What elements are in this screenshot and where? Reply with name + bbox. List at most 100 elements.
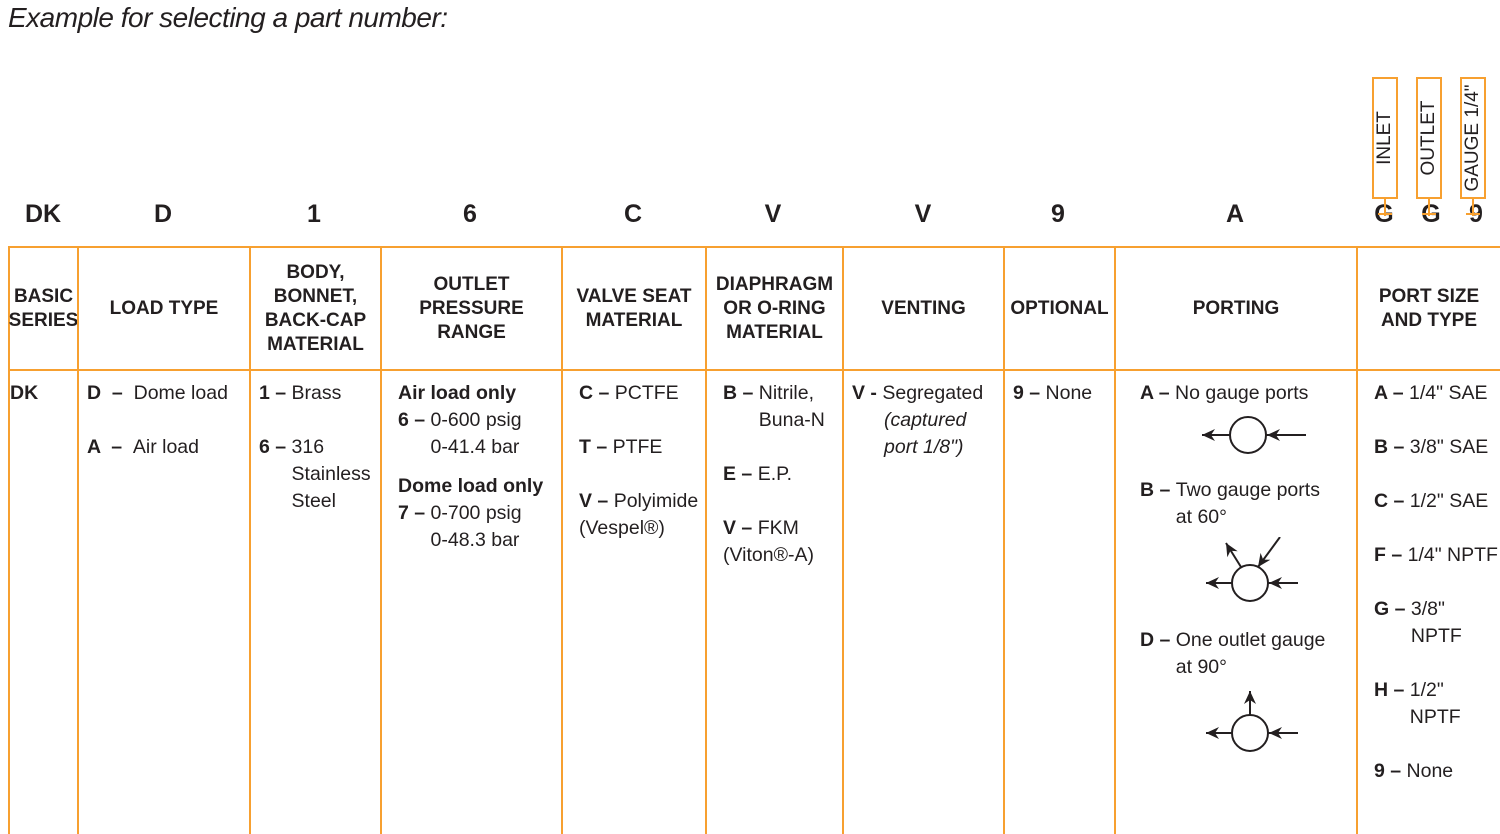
table-column: VALVE SEAT MATERIAL C – PCTFE T – PTFE V – … <box>561 246 705 834</box>
column-header: PORTING <box>1192 297 1280 319</box>
option-entry: D – Dome load <box>87 380 249 407</box>
header-divider <box>8 369 1500 371</box>
option-text: DK <box>10 382 39 404</box>
connector-line <box>1472 199 1474 216</box>
option-note: (captured port 1/8") <box>884 409 967 458</box>
option-entry: B – 3/8" SAE <box>1374 434 1500 461</box>
option-item: F – 1/4" NPTF <box>1374 542 1500 569</box>
option-entry: D – One outlet gauge at 90° <box>1140 627 1356 757</box>
option-code: B – <box>1140 479 1176 501</box>
part-code-letter: 6 <box>463 200 477 228</box>
part-code-letter: D <box>153 200 173 228</box>
option-item: 9 – None <box>1374 758 1500 785</box>
option-entry: 1 – Brass <box>259 380 380 407</box>
option-entry: V - Segregated (captured port 1/8") <box>852 380 1003 461</box>
option-code: T – <box>579 436 613 458</box>
connector-line <box>1384 199 1386 216</box>
column-options: 1 – Brass 6 – 316 Stainless Steel <box>251 380 380 542</box>
option-code: F – <box>1374 544 1408 566</box>
page-title: Example for selecting a part number: <box>8 2 448 33</box>
port-label: GAUGE 1/4" <box>1462 84 1483 192</box>
option-entry: A – Air load <box>87 434 249 461</box>
group-label: Air load only <box>398 382 517 404</box>
option-item: D – One outlet gauge at 90° <box>1140 627 1356 681</box>
column-options: DK <box>10 380 77 434</box>
column-header: BASIC SERIES <box>8 285 79 331</box>
option-code: G – <box>1374 598 1411 620</box>
option-entry: F – 1/4" NPTF <box>1374 542 1500 569</box>
option-entry: 9 – None <box>1013 380 1114 407</box>
option-entry: B – Two gauge ports at 60° <box>1140 477 1356 607</box>
connector-line <box>1428 199 1430 216</box>
table-column: OUTLET PRESSURE RANGE Air load only 6 – 0-… <box>380 246 561 834</box>
column-options: B – Nitrile, Buna-N E – E.P. V – FKM (Viton… <box>707 380 842 596</box>
option-code: E – <box>723 463 758 485</box>
option-text: None <box>1045 382 1093 404</box>
option-entry: 9 – None <box>1374 758 1500 785</box>
option-entry: C – PCTFE <box>579 380 705 407</box>
port-label-box: INLET <box>1372 77 1398 199</box>
option-code: 9 – <box>1013 382 1046 404</box>
option-entry: 6 – 316 Stainless Steel <box>259 434 380 515</box>
option-item: C – 1/2" SAE <box>1374 488 1500 515</box>
port-diagram-two-gauge-60-icon <box>1140 537 1356 607</box>
option-item: 6 – 316 Stainless Steel <box>259 434 380 515</box>
option-text: 3/8" SAE <box>1409 436 1489 458</box>
option-item: DK <box>10 380 77 407</box>
option-code: H – <box>1374 679 1410 701</box>
column-header: VALVE SEAT MATERIAL <box>576 285 692 331</box>
option-item: E – E.P. <box>723 461 842 488</box>
port-diagram-one-gauge-90-icon <box>1140 687 1356 757</box>
option-code: B – <box>1374 436 1410 458</box>
table-column: OPTIONAL 9 – None <box>1003 246 1114 834</box>
option-item: T – PTFE <box>579 434 705 461</box>
option-item: 9 – None <box>1013 380 1114 407</box>
option-text: No gauge ports <box>1175 382 1309 404</box>
option-text: 1/2" NPTF <box>1409 679 1461 728</box>
option-text: FKM <box>757 517 799 539</box>
option-text: Two gauge ports at 60° <box>1175 479 1320 528</box>
option-entry: E – E.P. <box>723 461 842 488</box>
option-text: Air load <box>132 436 199 458</box>
option-item: B – Two gauge ports at 60° <box>1140 477 1356 531</box>
table-column: PORT SIZE AND TYPE A – 1/4" SAE B – 3/8" S… <box>1356 246 1500 834</box>
port-diagram-no-gauge-icon <box>1140 413 1356 457</box>
option-item: A – Air load <box>87 434 249 461</box>
option-extra: (Vespel®) <box>579 517 665 539</box>
option-entry: T – PTFE <box>579 434 705 461</box>
option-text: 316 Stainless Steel <box>291 436 371 512</box>
table-column: PORTING A – No gauge ports B – Two gauge p… <box>1114 246 1356 834</box>
column-options: D – Dome load A – Air load <box>79 380 249 488</box>
option-entry: G – 3/8" NPTF <box>1374 596 1500 650</box>
option-code: 6 – <box>398 409 431 431</box>
connector-line <box>1466 213 1480 215</box>
option-entry: A – 1/4" SAE <box>1374 380 1500 407</box>
option-text: One outlet gauge at 90° <box>1175 629 1326 678</box>
option-text: 1/4" SAE <box>1409 382 1488 404</box>
option-item: 7 – 0-700 psig 0-48.3 bar <box>398 500 561 554</box>
option-text: Segregated <box>882 382 984 404</box>
option-text: None <box>1406 760 1454 782</box>
option-text: 1/2" SAE <box>1409 490 1489 512</box>
option-item: V - Segregated <box>852 380 1003 407</box>
column-header: PORT SIZE AND TYPE <box>1378 285 1480 331</box>
option-entry: V – FKM (Viton®-A) <box>723 515 842 569</box>
option-text: PTFE <box>612 436 663 458</box>
option-item: D – Dome load <box>87 380 249 407</box>
option-code: V – <box>723 517 758 539</box>
column-options: A – 1/4" SAE B – 3/8" SAE C – 1/2" SAE F – … <box>1358 380 1500 812</box>
port-label: OUTLET <box>1418 100 1439 176</box>
column-header: LOAD TYPE <box>109 297 219 319</box>
table-column: DIAPHRAGM OR O-RING MATERIAL B – Nitrile,… <box>705 246 842 834</box>
option-code: 6 – <box>259 436 292 458</box>
option-code: D – <box>87 382 134 404</box>
option-group: Dome load only 7 – 0-700 psig 0-48.3 bar <box>398 473 561 554</box>
option-code: A – <box>87 436 133 458</box>
option-entry: V – Polyimide (Vespel®) <box>579 488 705 542</box>
column-options: A – No gauge ports B – Two gauge ports at… <box>1116 380 1356 777</box>
table-top-border <box>8 246 1500 248</box>
option-item: 1 – Brass <box>259 380 380 407</box>
table-column: VENTING V - Segregated (captured port 1/8"… <box>842 246 1003 834</box>
option-text: Dome load <box>133 382 228 404</box>
option-item: 6 – 0-600 psig 0-41.4 bar <box>398 407 561 461</box>
